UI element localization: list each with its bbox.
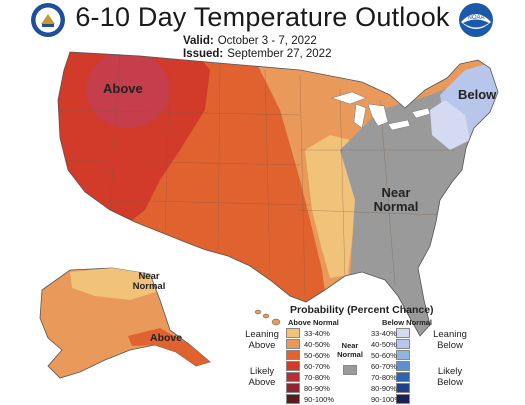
issued-value: September 27, 2022: [227, 48, 332, 60]
legend-likely-below: Likely Below: [437, 366, 463, 388]
legend-above-label-2: 50-60%: [304, 351, 330, 360]
legend-leaning-below: Leaning Below: [433, 329, 467, 351]
label-below-northeast: Below: [458, 87, 497, 102]
legend-above-label-3: 60-70%: [304, 362, 330, 371]
legend-below-label-0: 33-40%: [371, 329, 397, 338]
valid-label: Valid:: [183, 35, 214, 47]
legend-below-swatch-4: [396, 372, 410, 382]
legend-below-label-4: 70-80%: [371, 373, 397, 382]
doc-seal-icon: [31, 3, 65, 37]
legend-near-normal-label: Near Normal: [337, 341, 363, 359]
legend-below-swatch-3: [396, 361, 410, 371]
label-near-normal-east: Near Normal: [373, 185, 419, 214]
legend-above-header: Above Normal: [288, 318, 339, 327]
legend-above-label-1: 40-50%: [304, 340, 330, 349]
legend-below-header: Below Normal: [382, 318, 433, 327]
legend-above-swatch-0: [286, 328, 300, 338]
legend-above-swatch-6: [286, 394, 300, 404]
legend-above-label-4: 70-80%: [304, 373, 330, 382]
legend-title: Probability (Percent Chance): [290, 304, 434, 316]
legend-above-swatch-1: [286, 339, 300, 349]
hawaii-islands: [254, 309, 281, 326]
legend-below-swatch-1: [396, 339, 410, 349]
legend-above-swatch-2: [286, 350, 300, 360]
valid-date-line: Valid: October 3 - 7, 2022: [183, 35, 317, 47]
page-title: 6-10 Day Temperature Outlook: [75, 2, 450, 32]
issued-date-line: Issued: September 27, 2022: [183, 48, 331, 60]
legend-below-swatch-0: [396, 328, 410, 338]
label-near-normal-alaska: Near Normal: [132, 271, 166, 292]
noaa-logo-icon: NOAA: [459, 3, 493, 37]
legend-above-label-0: 33-40%: [304, 329, 330, 338]
label-above-west: Above: [103, 81, 143, 96]
legend-above-label-5: 80-90%: [304, 384, 330, 393]
legend-near-normal-swatch: [343, 365, 357, 375]
noaa-logo-text: NOAA: [467, 15, 484, 21]
valid-value: October 3 - 7, 2022: [217, 35, 317, 47]
legend-leaning-above: Leaning Above: [245, 329, 279, 351]
legend-below-label-5: 80-90%: [371, 384, 397, 393]
legend-below-label-6: 90-100%: [371, 395, 402, 404]
legend-above-swatch-4: [286, 372, 300, 382]
legend-below-label-3: 60-70%: [371, 362, 397, 371]
legend-below-label-1: 40-50%: [371, 340, 397, 349]
legend-below-swatch-5: [396, 383, 410, 393]
alaska-zones: [39, 267, 211, 379]
legend-below-swatch-6: [396, 394, 410, 404]
legend-above-label-6: 90-100%: [304, 395, 335, 404]
legend-above-swatch-5: [286, 383, 300, 393]
legend-likely-above: Likely Above: [248, 366, 276, 388]
issued-label: Issued:: [183, 48, 224, 60]
label-above-alaska: Above: [150, 332, 183, 344]
legend-below-swatch-2: [396, 350, 410, 360]
legend-below-label-2: 50-60%: [371, 351, 397, 360]
legend-above-swatch-3: [286, 361, 300, 371]
